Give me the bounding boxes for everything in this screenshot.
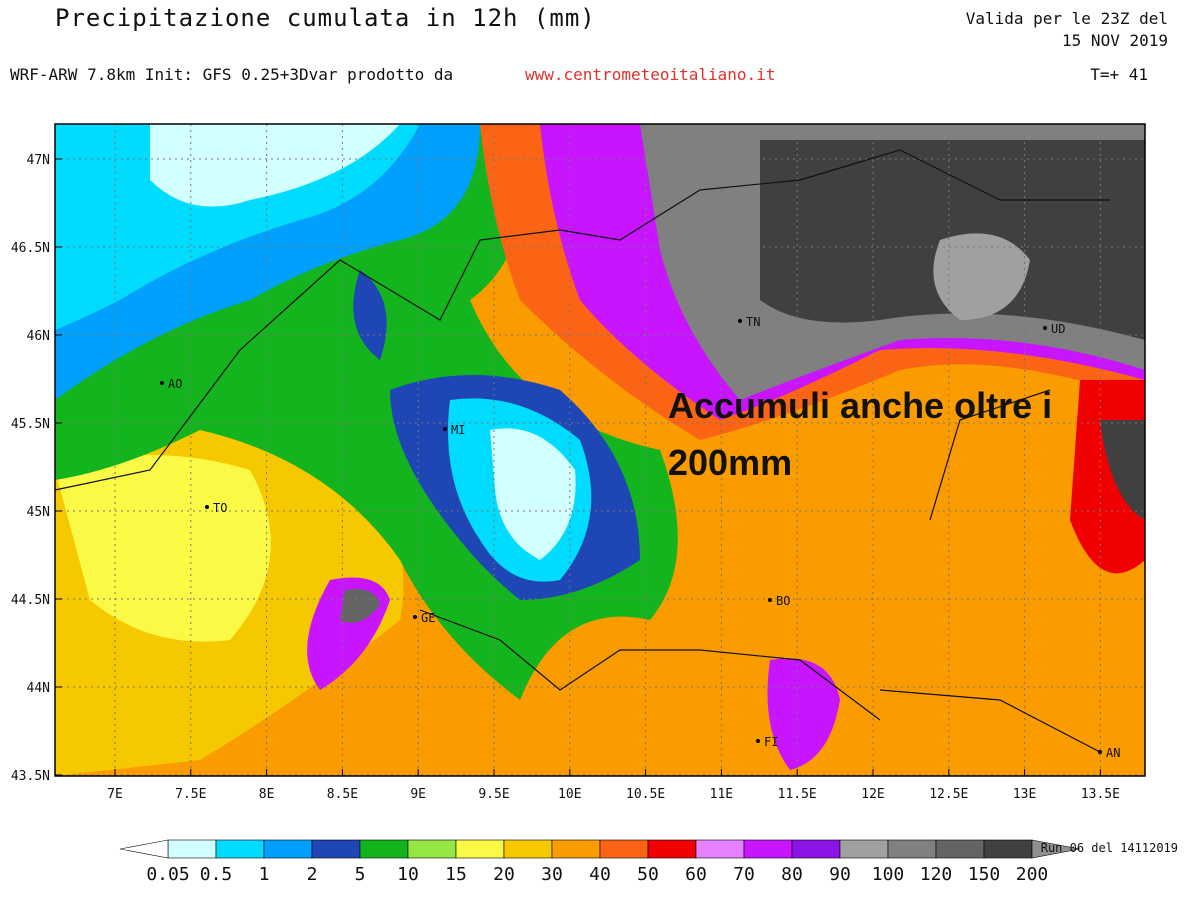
legend-swatch: [647, 839, 697, 859]
lat-label: 46N: [27, 329, 50, 344]
legend-label: 2: [307, 864, 318, 885]
legend-label: 15: [445, 864, 467, 885]
legend-swatch: [839, 839, 889, 859]
legend-arrow-low: [119, 839, 169, 859]
lat-label: 44N: [27, 681, 50, 696]
legend-label: 5: [355, 864, 366, 885]
city-dot: [756, 739, 760, 743]
lat-label: 47N: [27, 153, 50, 168]
lat-label: 43.5N: [11, 769, 50, 784]
annotation: Accumuli anche oltre i: [668, 385, 1052, 426]
legend-label: 10: [397, 864, 419, 885]
city-label: GE: [421, 611, 435, 625]
legend-swatch: [503, 839, 553, 859]
lon-label: 10.5E: [626, 787, 665, 802]
model-info: WRF-ARW 7.8km Init: GFS 0.25+3Dvar prodo…: [10, 65, 453, 84]
city-dot: [1098, 750, 1102, 754]
legend-swatch: [791, 839, 841, 859]
annotation: 200mm: [668, 442, 792, 483]
graticule: [55, 124, 1145, 776]
legend-swatch: [743, 839, 793, 859]
legend-swatch: [215, 839, 265, 859]
city-dot: [413, 615, 417, 619]
website: www.centrometeoitaliano.it: [525, 65, 775, 84]
lon-label: 9E: [410, 787, 426, 802]
legend-label: 200: [1016, 864, 1049, 885]
borders: [54, 149, 1110, 753]
legend-label: 60: [685, 864, 707, 885]
legend-label: 80: [781, 864, 803, 885]
legend-swatch: [551, 839, 601, 859]
lat-label: 45N: [27, 505, 50, 520]
legend-label: 90: [829, 864, 851, 885]
city-label: BO: [776, 594, 790, 608]
lon-label: 12.5E: [929, 787, 968, 802]
legend-label: 0.5: [200, 864, 233, 885]
city-dot: [738, 319, 742, 323]
legend-swatch: [983, 839, 1033, 859]
lon-label: 13E: [1013, 787, 1036, 802]
legend-swatch: [311, 839, 361, 859]
city-label: AN: [1106, 746, 1120, 760]
legend-swatch: [935, 839, 985, 859]
legend-swatch: [695, 839, 745, 859]
lon-label: 10E: [558, 787, 581, 802]
city-dot: [160, 381, 164, 385]
lat-label: 44.5N: [11, 593, 50, 608]
lat-label: 45.5N: [11, 417, 50, 432]
legend-label: 150: [968, 864, 1001, 885]
legend-label: 30: [541, 864, 563, 885]
city-dot: [443, 427, 447, 431]
valid-date: 15 NOV 2019: [1062, 31, 1168, 50]
legend-swatch: [455, 839, 505, 859]
legend-swatch: [887, 839, 937, 859]
valid-line: Valida per le 23Z del: [966, 9, 1168, 28]
city-label: AO: [168, 377, 182, 391]
city-label: TO: [213, 501, 227, 515]
lon-label: 7E: [107, 787, 123, 802]
lon-label: 11E: [710, 787, 733, 802]
city-label: FI: [764, 735, 778, 749]
legend-label: 1: [259, 864, 270, 885]
lon-label: 7.5E: [175, 787, 206, 802]
legend-label: 70: [733, 864, 755, 885]
legend-swatch: [167, 839, 217, 859]
city-dot: [1043, 326, 1047, 330]
city-dot: [768, 598, 772, 602]
city-label: UD: [1051, 322, 1065, 336]
legend-label: 40: [589, 864, 611, 885]
legend-label: 20: [493, 864, 515, 885]
lon-label: 11.5E: [778, 787, 817, 802]
legend-label: 0.05: [146, 864, 189, 885]
lon-label: 9.5E: [478, 787, 509, 802]
lat-label: 46.5N: [11, 241, 50, 256]
legend-arrow-high: [1031, 839, 1081, 859]
legend-label: 120: [920, 864, 953, 885]
precip-field: [55, 124, 1145, 776]
lon-label: 8.5E: [327, 787, 358, 802]
city-label: MI: [451, 423, 465, 437]
forecast-step: T=+ 41: [1090, 65, 1148, 84]
legend-label: 100: [872, 864, 905, 885]
map-frame: [54, 123, 1146, 777]
city-dot: [205, 505, 209, 509]
legend-swatch: [407, 839, 457, 859]
run-info: Run 06 del 14112019: [1041, 841, 1178, 855]
legend-swatch: [359, 839, 409, 859]
legend-swatch: [263, 839, 313, 859]
lon-label: 12E: [861, 787, 884, 802]
title: Precipitazione cumulata in 12h (mm): [55, 4, 596, 32]
lon-label: 8E: [259, 787, 275, 802]
legend-swatch: [599, 839, 649, 859]
legend-label: 50: [637, 864, 659, 885]
lon-label: 13.5E: [1081, 787, 1120, 802]
city-label: TN: [746, 315, 760, 329]
